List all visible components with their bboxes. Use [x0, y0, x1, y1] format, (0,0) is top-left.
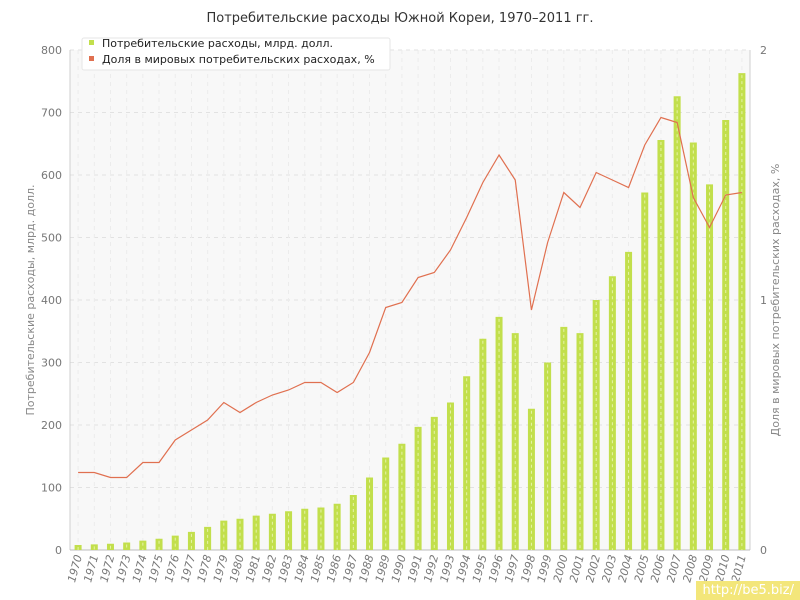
legend-label-bars: Потребительские расходы, млрд. долл.	[102, 37, 333, 50]
y-right-axis-label: Доля в мировых потребительских расходах,…	[769, 164, 782, 437]
y-right-tick-label: 1	[760, 294, 767, 307]
bar	[430, 416, 438, 550]
bar	[333, 503, 341, 550]
y-left-tick-label: 0	[55, 544, 62, 557]
bar	[511, 333, 519, 550]
legend-label-line: Доля в мировых потребительских расходах,…	[102, 53, 375, 66]
bar	[657, 140, 665, 550]
bar	[446, 402, 454, 550]
y-left-tick-label: 500	[41, 232, 62, 245]
bar	[252, 515, 260, 550]
legend-swatch-line	[89, 56, 94, 61]
chart-title: Потребительские расходы Южной Кореи, 197…	[206, 11, 593, 26]
y-right-tick-label: 2	[760, 44, 767, 57]
bar	[171, 535, 179, 550]
legend-swatch-bars	[89, 40, 94, 45]
bar	[285, 511, 293, 550]
bar	[204, 526, 212, 550]
y-left-tick-label: 300	[41, 357, 62, 370]
y-left-tick-label: 200	[41, 419, 62, 432]
y-left-tick-label: 800	[41, 44, 62, 57]
y-left-tick-label: 600	[41, 169, 62, 182]
y-left-axis-label: Потребительские расходы, млрд. долл.	[24, 185, 37, 416]
bar	[398, 443, 406, 550]
bar	[625, 251, 633, 550]
y-left-tick-label: 400	[41, 294, 62, 307]
y-left-tick-label: 100	[41, 482, 62, 495]
series-line	[78, 116, 742, 479]
y-right-tick-label: 0	[760, 544, 767, 557]
bar	[268, 513, 276, 550]
bar	[689, 142, 697, 550]
bar	[414, 426, 422, 550]
legend-box	[81, 37, 391, 71]
y-left-tick-label: 700	[41, 107, 62, 120]
bar	[366, 477, 374, 550]
watermark-badge[interactable]: http://be5.biz/	[696, 581, 800, 600]
bar	[155, 538, 163, 550]
bar	[576, 333, 584, 550]
